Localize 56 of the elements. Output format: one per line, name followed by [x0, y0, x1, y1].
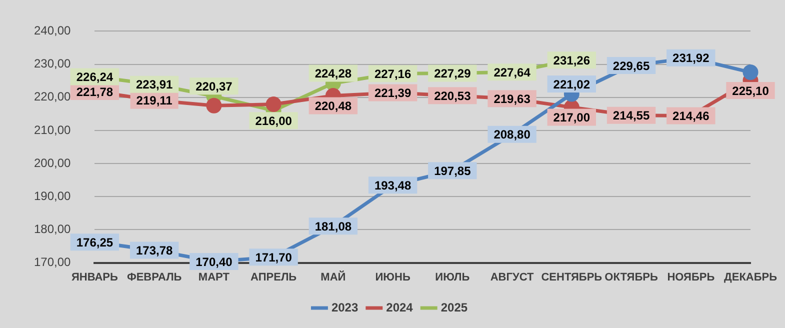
data-label: 220,53: [434, 88, 472, 103]
point: [266, 96, 282, 112]
y-tick-label: 220,00: [34, 90, 72, 104]
x-tick-label: МАЙ: [320, 270, 346, 284]
data-label: 226,24: [76, 70, 114, 84]
data-label: 223,91: [136, 78, 173, 92]
data-label: 231,26: [553, 53, 590, 68]
x-tick-label: НОЯБРЬ: [667, 271, 715, 284]
legend-label: 2024: [386, 300, 414, 314]
x-tick-label: СЕНТЯБРЬ: [541, 271, 602, 284]
point: [742, 64, 758, 80]
x-tick-label: ИЮНЬ: [375, 271, 410, 284]
data-label: 221,02: [553, 77, 590, 92]
y-tick-label: 170,00: [34, 255, 72, 270]
data-label: 219,63: [494, 92, 531, 106]
data-label: 193,48: [374, 178, 412, 192]
x-tick-label: АПРЕЛЬ: [250, 271, 297, 284]
y-tick-label: 240,00: [34, 24, 72, 38]
data-label: 227,16: [374, 66, 412, 81]
data-label: 170,40: [196, 254, 233, 269]
data-label: 224,28: [314, 66, 352, 81]
y-tick-label: 210,00: [34, 122, 72, 137]
x-tick-label: ОКТЯБРЬ: [604, 271, 658, 284]
x-tick-label: МАРТ: [198, 271, 230, 284]
x-tick-label: ЯНВАРЬ: [71, 271, 118, 284]
data-label: 176,25: [76, 235, 114, 250]
data-label: 181,08: [314, 219, 352, 234]
data-label: 208,80: [494, 128, 531, 142]
data-label: 220,48: [314, 99, 352, 114]
data-label: 197,85: [434, 164, 472, 178]
x-tick-label: ФЕВРАЛЬ: [126, 271, 182, 284]
y-tick-label: 230,00: [34, 56, 72, 71]
data-label: 229,65: [612, 58, 650, 73]
data-label: 216,00: [255, 114, 292, 128]
x-tick-label: ДЕКАБРЬ: [724, 271, 778, 284]
data-label: 231,92: [672, 51, 710, 66]
data-label: 171,70: [255, 250, 292, 264]
x-tick-label: АВГУСТ: [490, 271, 534, 284]
point: [206, 98, 222, 114]
data-label: 221,39: [374, 86, 412, 100]
data-label: 214,55: [612, 108, 650, 123]
data-label: 173,78: [136, 244, 173, 258]
y-tick-label: 180,00: [34, 222, 72, 236]
y-tick-label: 190,00: [34, 188, 72, 203]
data-label: 221,78: [76, 84, 114, 99]
data-label: 227,29: [434, 66, 472, 81]
data-label: 219,11: [136, 94, 173, 108]
data-label: 217,00: [553, 110, 590, 125]
data-label: 220,37: [196, 79, 233, 94]
x-tick-label: ИЮЛЬ: [435, 271, 470, 284]
legend-label: 2023: [331, 300, 358, 314]
data-label: 225,10: [732, 84, 770, 98]
legend-label: 2025: [440, 300, 468, 314]
data-label: 227,64: [494, 65, 531, 80]
y-tick-label: 200,00: [34, 156, 72, 170]
data-label: 214,46: [672, 109, 710, 124]
